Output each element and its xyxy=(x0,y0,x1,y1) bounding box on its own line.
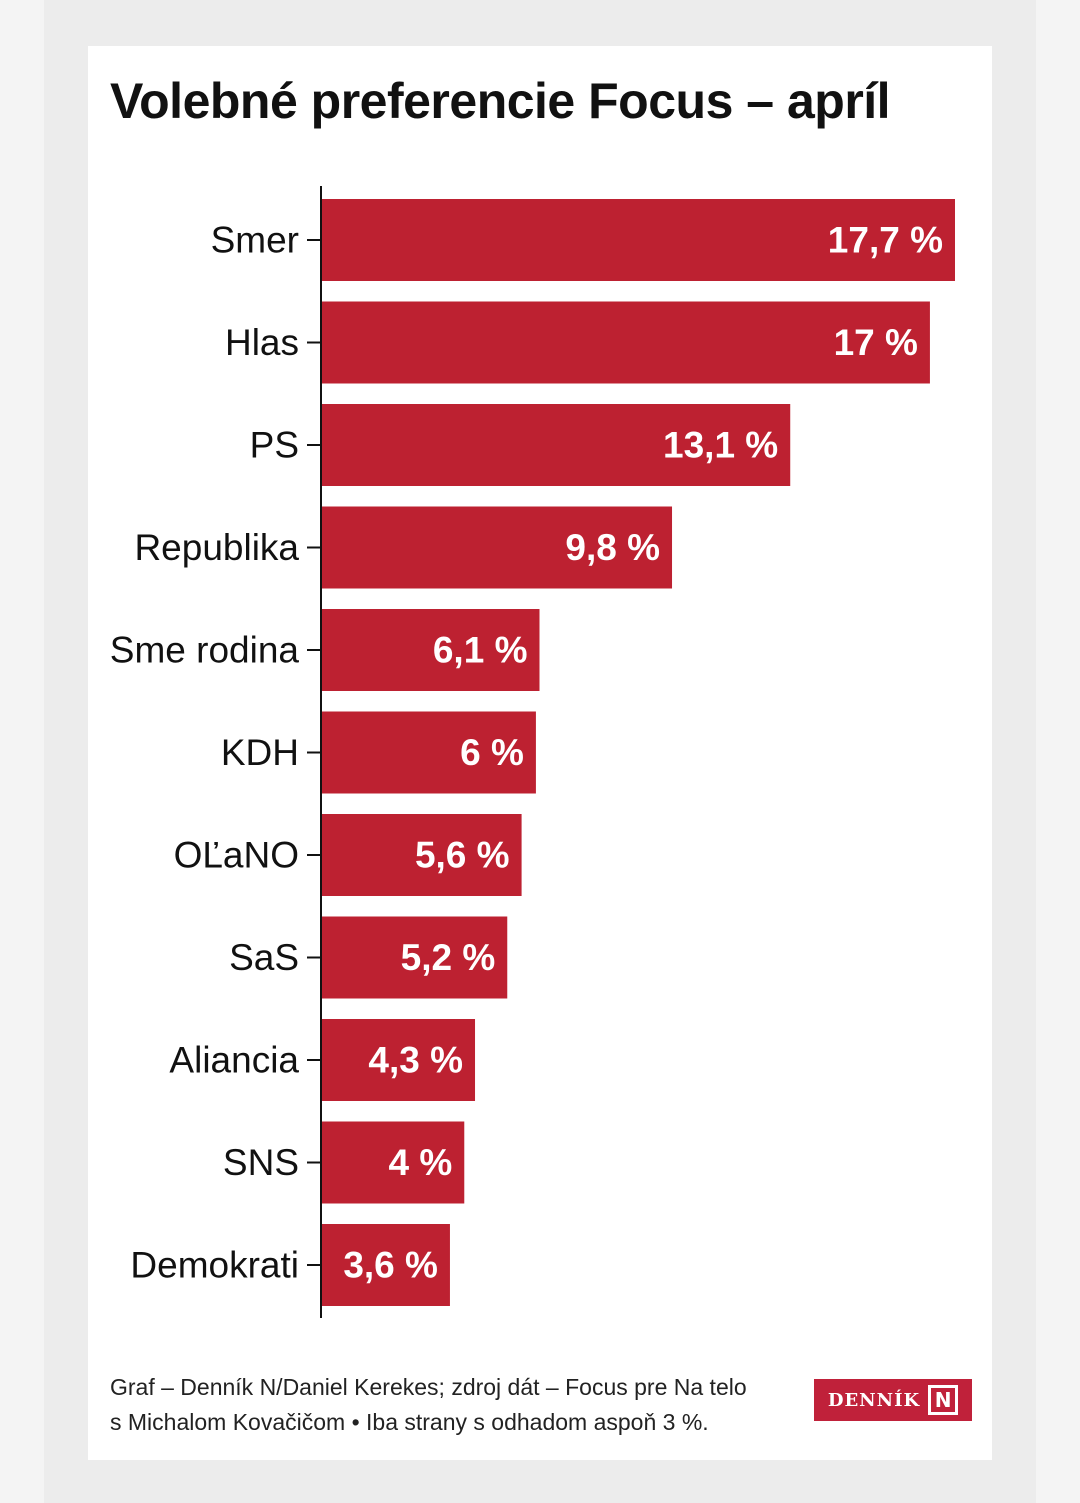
category-label-5: KDH xyxy=(221,732,299,773)
value-label-1: 17 % xyxy=(834,322,918,363)
bar-1 xyxy=(321,301,930,384)
chart-card xyxy=(88,46,992,1460)
value-label-2: 13,1 % xyxy=(663,425,778,466)
bar-6 xyxy=(321,814,522,896)
logo-wordmark: DENNÍK xyxy=(827,1389,921,1411)
value-label-5: 6 % xyxy=(460,732,524,773)
category-label-6: OĽaNO xyxy=(174,835,299,876)
category-label-0: Smer xyxy=(211,220,299,261)
category-label-8: Aliancia xyxy=(169,1040,299,1081)
footer-note-line: s Michalom Kovačičom • Iba strany s odha… xyxy=(110,1409,709,1435)
value-label-9: 4 % xyxy=(389,1142,453,1183)
dennik-n-logo[interactable]: DENNÍK N xyxy=(814,1379,972,1421)
value-label-7: 5,2 % xyxy=(401,937,496,978)
bar-2 xyxy=(321,404,791,486)
category-label-3: Republika xyxy=(134,527,299,568)
value-label-4: 6,1 % xyxy=(433,630,528,671)
category-label-1: Hlas xyxy=(225,322,299,363)
category-label-10: Demokrati xyxy=(130,1245,299,1286)
value-label-6: 5,6 % xyxy=(415,835,510,876)
bar-3 xyxy=(321,506,673,589)
category-label-2: PS xyxy=(250,425,299,466)
bar-5 xyxy=(321,711,536,794)
bar-4 xyxy=(321,609,540,691)
value-label-10: 3,6 % xyxy=(343,1245,438,1286)
value-label-3: 9,8 % xyxy=(565,527,660,568)
logo-n-mark: N xyxy=(928,1385,959,1415)
bar-10 xyxy=(321,1224,450,1306)
value-label-8: 4,3 % xyxy=(368,1040,463,1081)
bar-7 xyxy=(321,916,508,999)
bar-0 xyxy=(321,199,955,281)
chart-footer: Graf – Denník N/Daniel Kerekes; zdroj dá… xyxy=(110,1370,810,1440)
category-label-4: Sme rodina xyxy=(110,630,300,671)
category-label-7: SaS xyxy=(229,937,299,978)
chart-title: Volebné preferencie Focus – apríl xyxy=(110,73,891,129)
value-label-0: 17,7 % xyxy=(828,220,943,261)
bar-9 xyxy=(321,1121,465,1204)
category-label-9: SNS xyxy=(223,1142,299,1183)
bar-8 xyxy=(321,1019,476,1101)
footer-source-line: Graf – Denník N/Daniel Kerekes; zdroj dá… xyxy=(110,1374,747,1400)
